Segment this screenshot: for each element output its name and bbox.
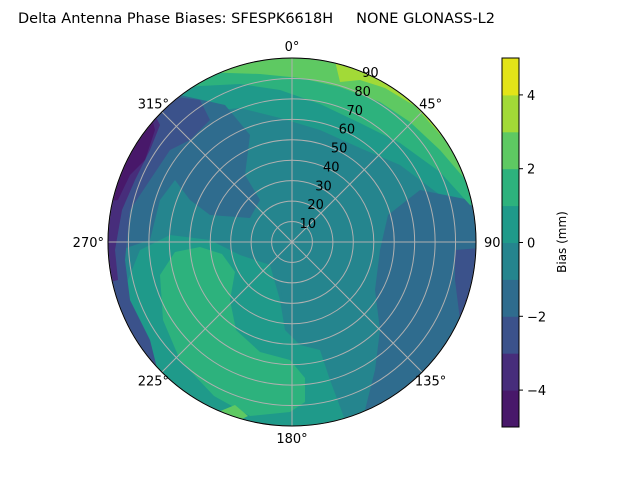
theta-gridline <box>291 111 423 243</box>
theta-tick-labels: 0° 45° 90° 135° 180° 225° 270° 315° <box>73 40 507 447</box>
theta-tick-label: 90° <box>484 236 507 251</box>
colorbar-band <box>502 94 519 133</box>
r-tick-label: 50 <box>331 142 348 157</box>
r-tick-label: 80 <box>354 85 371 100</box>
theta-gridline <box>161 111 293 243</box>
theta-tick-label: 135° <box>415 375 446 390</box>
r-tick-label: 60 <box>339 123 356 138</box>
contour-band-4 <box>280 248 310 312</box>
colorbar-band <box>502 242 519 280</box>
theta-gridline <box>291 241 423 373</box>
theta-gridline <box>161 241 293 373</box>
colorbar-band <box>502 168 519 207</box>
r-tick-label: 70 <box>346 104 363 119</box>
colorbar-band <box>502 390 519 428</box>
colorbar-tick-label: −4 <box>527 384 546 399</box>
contour-band-5 <box>160 247 305 416</box>
r-tick-label: 30 <box>315 179 332 194</box>
r-tick-labels: 10 20 30 40 50 60 70 80 90 <box>300 66 379 232</box>
r-tick-label: 40 <box>323 160 340 175</box>
colorbar-tick-label: −2 <box>527 310 546 325</box>
colorbar-band <box>502 58 519 96</box>
chart-title: Delta Antenna Phase Biases: SFESPK6618H … <box>18 11 495 27</box>
colorbar: −4 −2 0 2 4 <box>501 57 546 428</box>
theta-tick-label: 225° <box>138 375 169 390</box>
colorbar-tick-label: 2 <box>527 163 535 178</box>
polar-grid <box>107 57 477 427</box>
colorbar-band <box>502 316 519 354</box>
r-tick-label: 90 <box>362 66 379 81</box>
theta-tick-label: 315° <box>138 97 169 112</box>
theta-tick-label: 0° <box>285 40 300 55</box>
theta-tick-label: 45° <box>419 97 442 112</box>
r-tick-label: 20 <box>307 198 324 213</box>
theta-tick-label: 270° <box>73 236 104 251</box>
r-tick-label: 10 <box>300 217 317 232</box>
theta-tick-label: 180° <box>276 432 307 447</box>
colorbar-band <box>502 131 519 170</box>
colorbar-band <box>502 353 519 391</box>
colorbar-tick-label: 0 <box>527 237 535 252</box>
colorbar-band <box>502 279 519 317</box>
colorbar-label: Bias (mm) <box>555 211 569 273</box>
colorbar-tick-label: 4 <box>527 89 535 104</box>
polar-frame <box>107 57 477 427</box>
colorbar-band <box>502 205 519 243</box>
